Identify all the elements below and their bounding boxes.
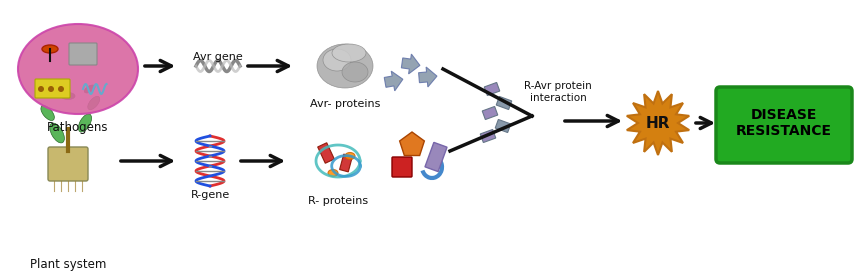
Text: R-gene: R-gene: [191, 190, 230, 200]
Polygon shape: [400, 132, 425, 155]
Ellipse shape: [342, 62, 368, 82]
Text: R- proteins: R- proteins: [308, 196, 368, 206]
Ellipse shape: [42, 45, 58, 53]
Ellipse shape: [41, 105, 54, 121]
Circle shape: [38, 86, 44, 92]
Polygon shape: [495, 119, 511, 133]
Text: DISEASE
RESISTANCE: DISEASE RESISTANCE: [736, 108, 832, 138]
FancyBboxPatch shape: [392, 157, 412, 177]
Circle shape: [58, 86, 64, 92]
Polygon shape: [425, 142, 447, 172]
FancyBboxPatch shape: [35, 79, 70, 98]
Polygon shape: [482, 107, 498, 119]
FancyBboxPatch shape: [716, 87, 852, 163]
FancyBboxPatch shape: [48, 147, 88, 181]
Ellipse shape: [317, 44, 373, 88]
Polygon shape: [318, 143, 334, 163]
Ellipse shape: [345, 153, 355, 160]
Polygon shape: [484, 83, 500, 95]
Ellipse shape: [323, 49, 351, 71]
Ellipse shape: [18, 24, 138, 114]
Text: Pathogens: Pathogens: [47, 121, 109, 134]
Ellipse shape: [332, 44, 366, 62]
Ellipse shape: [88, 96, 100, 110]
Ellipse shape: [41, 85, 52, 93]
Polygon shape: [496, 97, 512, 110]
Text: Avr- proteins: Avr- proteins: [310, 99, 381, 109]
Ellipse shape: [85, 85, 95, 93]
FancyBboxPatch shape: [69, 43, 97, 65]
Ellipse shape: [50, 123, 65, 143]
Polygon shape: [384, 71, 403, 91]
Ellipse shape: [79, 114, 91, 132]
Polygon shape: [401, 54, 420, 74]
Circle shape: [48, 86, 54, 92]
Polygon shape: [419, 67, 437, 87]
Text: HR: HR: [646, 116, 671, 131]
Ellipse shape: [328, 170, 338, 177]
Polygon shape: [480, 129, 495, 143]
Text: Avr gene: Avr gene: [193, 52, 243, 62]
Ellipse shape: [61, 93, 75, 100]
Polygon shape: [339, 154, 352, 172]
Text: R-Avr protein
interaction: R-Avr protein interaction: [524, 81, 592, 103]
Polygon shape: [627, 91, 690, 155]
Text: Plant system: Plant system: [30, 258, 106, 271]
